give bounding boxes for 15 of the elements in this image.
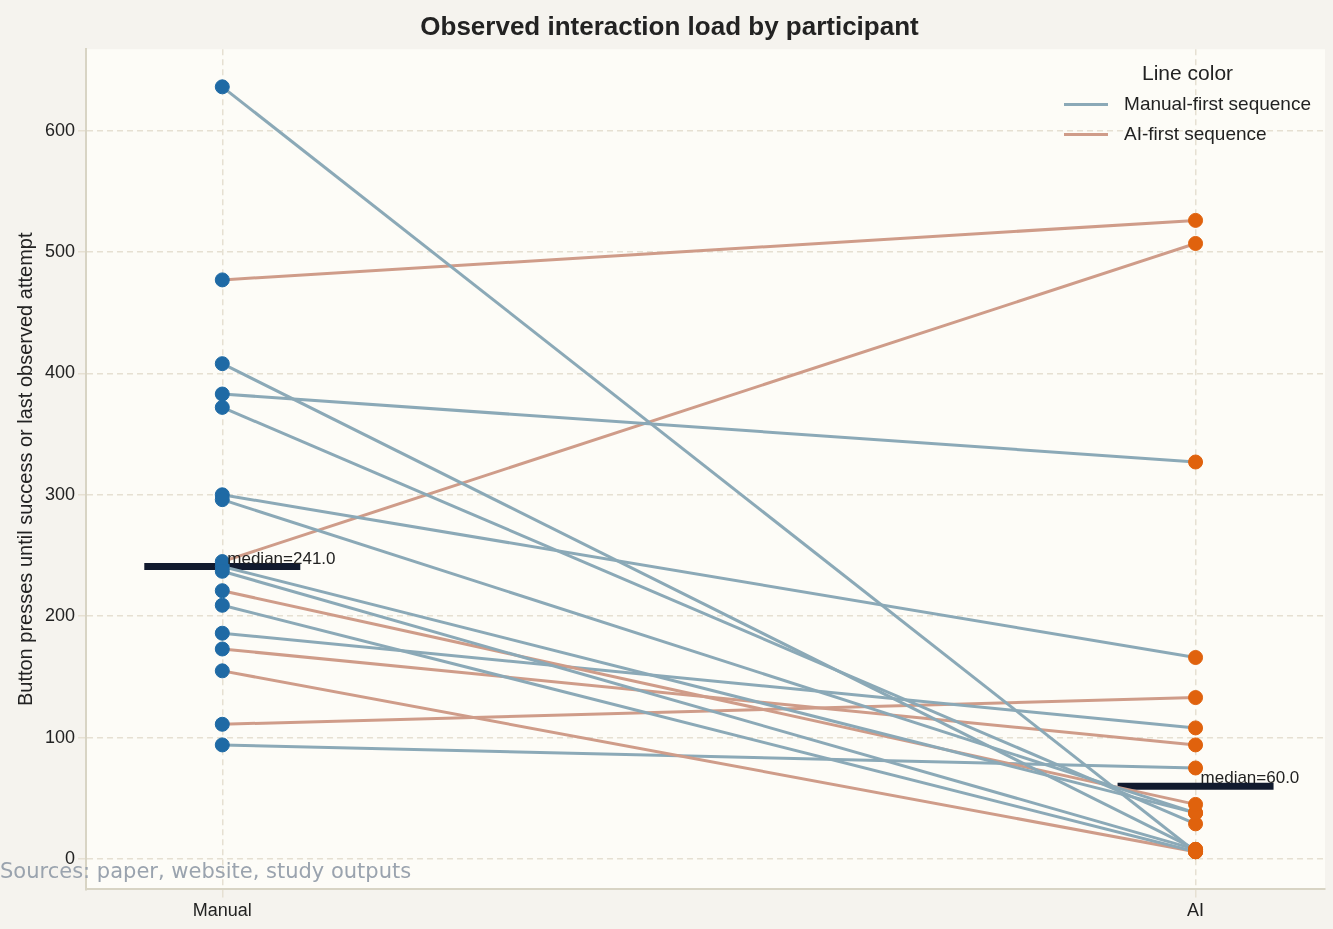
y-tick-label: 200 [44, 605, 76, 626]
chart-title: Observed interaction load by participant [420, 10, 920, 41]
legend-title: Line color [1141, 61, 1235, 86]
legend-label: Manual-first sequence [1124, 93, 1311, 116]
x-tick-label: AI [1187, 900, 1205, 921]
y-tick-label: 500 [44, 240, 76, 261]
y-axis-title: Button presses until success or last observed attempt [13, 232, 36, 707]
y-tick-label: 300 [44, 483, 76, 504]
y-tick-label: 400 [44, 362, 76, 383]
legend-label: AI-first sequence [1124, 123, 1267, 146]
y-tick-label: 600 [44, 119, 76, 140]
ref-line-label: median=241.0 [227, 548, 336, 568]
y-tick-label: 100 [44, 726, 76, 747]
ref-line-label: median=60.0 [1200, 768, 1300, 788]
x-tick-label: Manual [192, 900, 252, 921]
